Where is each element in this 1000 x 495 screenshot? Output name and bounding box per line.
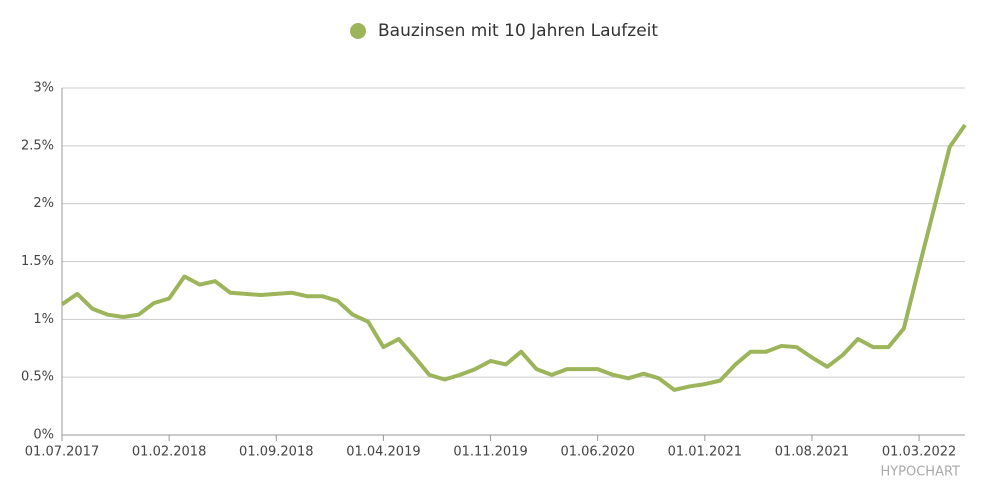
y-tick-label: 0% <box>33 428 54 443</box>
watermark: HYPOCHART <box>880 465 960 480</box>
y-tick-label: 2.5% <box>21 138 54 153</box>
x-tick-label: 01.06.2020 <box>560 445 634 460</box>
x-tick-label: 01.09.2018 <box>239 445 313 460</box>
y-tick-label: 3% <box>33 81 54 96</box>
x-tick-label: 01.11.2019 <box>453 445 527 460</box>
x-tick-label: 01.07.2017 <box>25 445 99 460</box>
y-tick-label: 2% <box>33 196 54 211</box>
legend-label: Bauzinsen mit 10 Jahren Laufzeit <box>378 21 658 41</box>
y-tick-label: 0.5% <box>21 370 54 385</box>
x-tick-label: 01.08.2021 <box>775 445 849 460</box>
legend-marker <box>350 23 366 39</box>
line <box>60 123 967 392</box>
x-tick-label: 01.02.2018 <box>132 445 206 460</box>
y-tick-label: 1% <box>33 312 54 327</box>
x-tick-label: 01.01.2021 <box>668 445 742 460</box>
x-tick-label: 01.04.2019 <box>346 445 420 460</box>
x-tick-label: 01.03.2022 <box>882 445 956 460</box>
y-tick-label: 1.5% <box>21 254 54 269</box>
